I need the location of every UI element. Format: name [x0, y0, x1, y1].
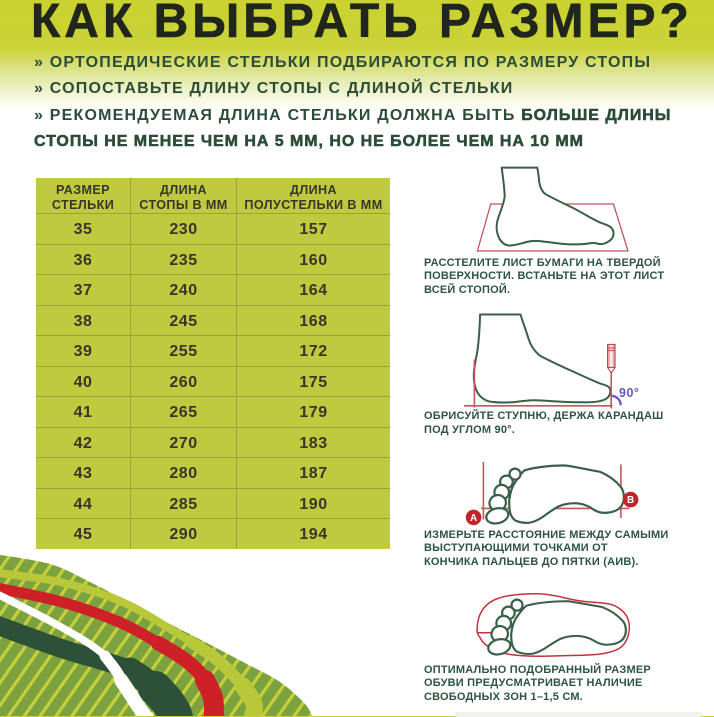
svg-text:В: В	[627, 495, 634, 506]
svg-text:А: А	[470, 513, 477, 524]
